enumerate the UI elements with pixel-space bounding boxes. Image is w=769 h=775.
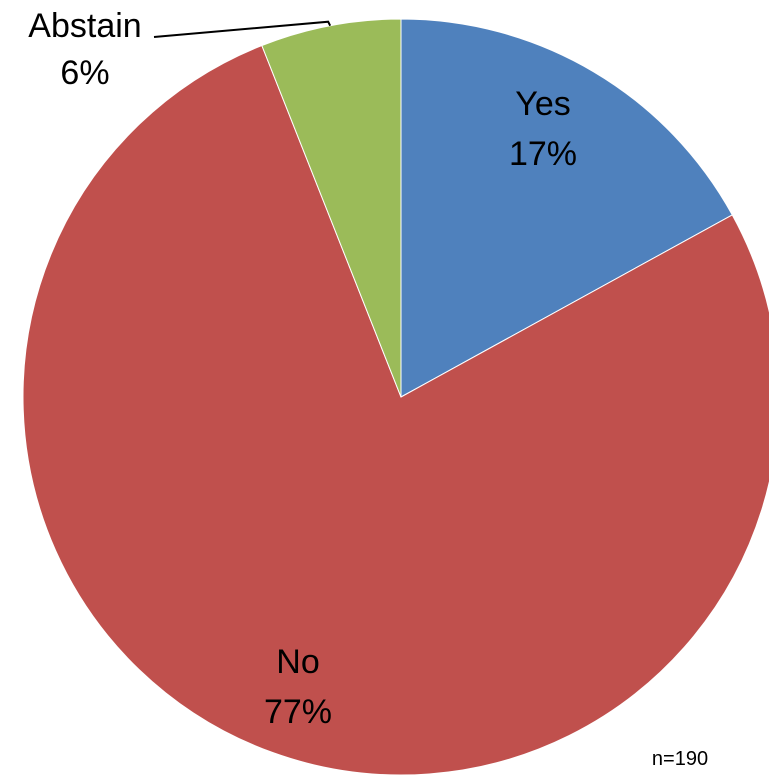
slice-label-yes: Yes [515, 85, 570, 123]
slice-value-abstain: 6% [60, 54, 109, 92]
slice-labels: Yes 17% No 77% Abstain 6% [28, 7, 577, 731]
slice-label-no: No [276, 643, 319, 681]
slice-value-no: 77% [264, 693, 332, 731]
slice-value-yes: 17% [509, 135, 577, 173]
sample-size-note: n=190 [652, 748, 708, 770]
slice-label-abstain: Abstain [28, 7, 141, 45]
leader-line-abstain [153, 20, 332, 38]
pie-slice-no [22, 44, 769, 775]
pie-slice-abstain [261, 18, 402, 398]
pie-slice-yes [400, 18, 733, 398]
leader-lines [153, 20, 332, 38]
pie-slices [22, 18, 769, 775]
